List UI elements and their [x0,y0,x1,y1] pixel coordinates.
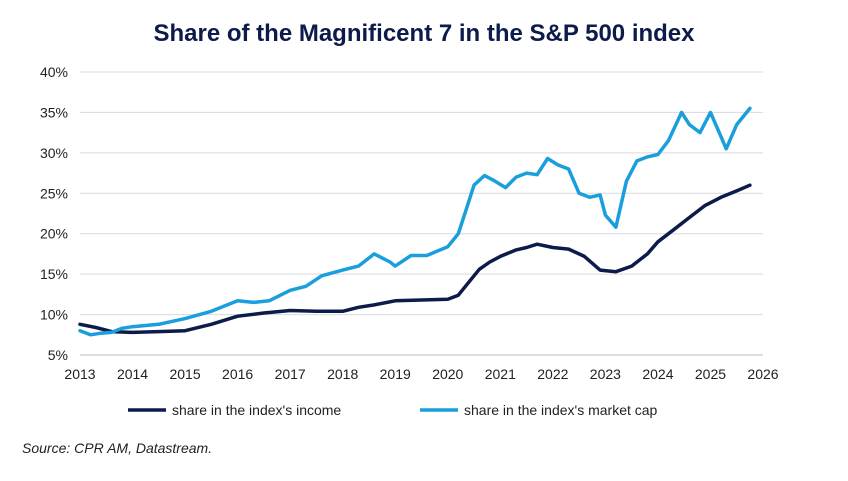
y-tick-label: 10% [40,307,68,323]
y-tick-label: 30% [40,145,68,161]
legend-label-income: share in the index's income [172,402,341,418]
y-tick-label: 15% [40,266,68,282]
series-line-income [78,183,752,335]
x-tick-label: 2014 [117,366,148,382]
x-tick-label: 2023 [590,366,621,382]
y-tick-labels: 5% 10% 15% 20% 25% 30% 35% 40% [40,64,68,363]
legend-label-market-cap: share in the index's market cap [464,402,658,418]
x-tick-label: 2019 [380,366,411,382]
grid-layer [80,71,763,316]
x-tick-label: 2016 [222,366,253,382]
legend: share in the index's income share in the … [128,402,658,418]
x-tick-label: 2018 [327,366,358,382]
x-tick-label: 2024 [642,366,673,382]
x-tick-label: 2021 [485,366,516,382]
series-line-market-cap [78,106,752,337]
y-tick-label: 20% [40,226,68,242]
x-tick-label: 2026 [747,366,778,382]
x-tick-label: 2022 [537,366,568,382]
x-tick-label: 2013 [64,366,95,382]
x-tick-label: 2025 [695,366,726,382]
y-tick-label: 40% [40,64,68,80]
chart-title: Share of the Magnificent 7 in the S&P 50… [153,20,695,47]
y-tick-label: 35% [40,104,68,120]
x-tick-labels: 2013 2014 2015 2016 2017 2018 2019 2020 2021 2022… [64,366,778,382]
source-note: Source: CPR AM, Datastream. [22,440,213,456]
x-tick-label: 2020 [432,366,463,382]
y-tick-label: 25% [40,185,68,201]
x-tick-label: 2015 [169,366,200,382]
x-tick-label: 2017 [275,366,306,382]
series-layer [78,106,752,337]
y-tick-label: 5% [48,347,68,363]
